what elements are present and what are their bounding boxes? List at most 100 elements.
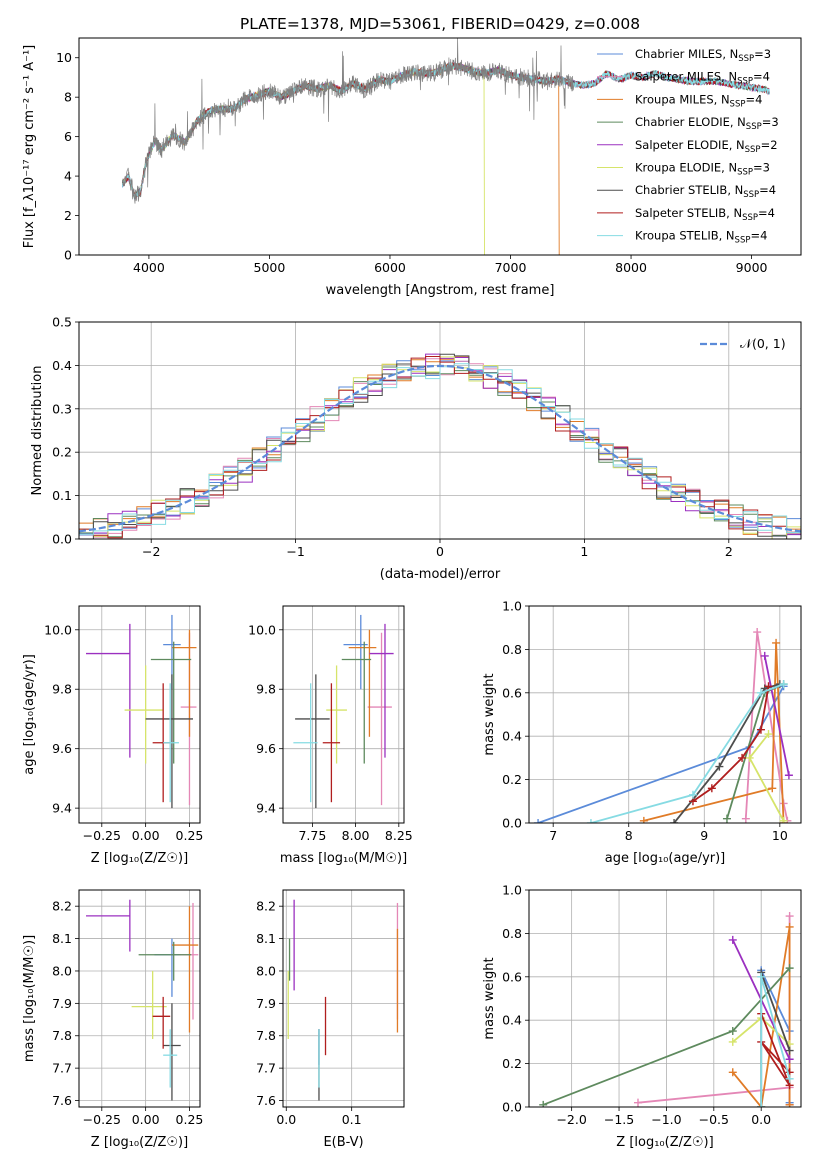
residuals-xtick-label-1: −1 [286,544,304,559]
weight_vs_age-marker-salpeter-stelib-2 [738,753,747,762]
weight_vs_Z-xtick-label-3: −0.5 [699,1112,729,1127]
spectrum-ytick-label-0: 0 [64,248,72,263]
mass_vs_Z-xtick-label-0: −0.25 [83,1112,121,1127]
spectrum-model-kroupa-elodie [121,61,485,255]
residuals-xtick-label-0: −2 [142,544,160,559]
age_vs_mass-xtick-label-1: 8.00 [342,828,370,843]
weight_vs_age-marker-kroupa-elodie-1 [745,753,754,762]
residuals-xtick-label-3: 1 [580,544,588,559]
weight_vs_age-marker-kroupa-miles-2 [772,638,781,647]
age_vs_mass-ytick-label-3: 10.0 [248,622,276,637]
legend-entry-chabrier-miles: Chabrier MILES, NSSP=3 [635,47,771,64]
mass_vs_Z-xtick-label-2: 0.25 [176,1112,204,1127]
mass_vs_Z-ylabel: mass [log₁₀(M/M☉)] [22,935,37,1062]
weight_vs_age-line-salpeter-miles [744,631,789,821]
residuals-legend: 𝒩(0, 1) [700,336,786,351]
mass_vs_Z-ytick-label-3: 7.9 [52,996,72,1011]
age_vs_Z-ytick-label-3: 10.0 [44,622,72,637]
spectrum-data [122,38,575,204]
mass_vs_ebv-ytick-label-2: 7.8 [256,1028,276,1043]
weight_vs_age-ytick-label-3: 0.6 [502,685,522,700]
residuals-xtick-label-4: 2 [725,544,733,559]
weight_vs_Z-marker-kroupa-stelib-1 [757,972,766,981]
weight_vs_Z-xlabel: Z [log₁₀(Z/Z☉)] [616,1135,713,1150]
weight_vs_Z-ytick-label-5: 1.0 [502,883,522,898]
spectrum-model-chabrier-miles [121,63,770,201]
weight_vs_Z-frame [528,889,802,1108]
weight_vs_Z-marker-kroupa-stelib-0 [757,1103,766,1107]
weight_vs_age-marker-salpeter-stelib-3 [756,725,765,734]
weight_vs_Z-marker-kroupa-elodie-0 [728,1037,737,1046]
mass_vs_Z-ytick-label-1: 7.7 [52,1061,72,1076]
legend-entry-kroupa-miles: Kroupa MILES, NSSP=4 [635,92,762,109]
weight_vs_Z-xtick-label-1: −1.5 [604,1112,634,1127]
age_vs_Z-xtick-label-1: 0.00 [132,828,160,843]
mass_vs_Z-panel: −0.25 0.00 0.25 7.6 7.7 7.8 7.9 8.0 8.1 8.2 Z [log… [22,889,204,1150]
weight_vs_age-panel: 7 8 9 10 0.0 0.2 0.4 0.6 0.8 1.0 age [log₁₀(age/yr… [482,599,802,866]
residuals-xtick-label-2: 0 [436,544,444,559]
mass_vs_ebv-xlabel: E(B-V) [323,1135,363,1150]
mass_vs_ebv-ytick-label-5: 8.1 [256,931,276,946]
age_vs_Z-ytick-label-2: 9.8 [52,682,72,697]
residuals-xlabel: (data-model)/error [380,567,501,582]
mass_vs_ebv-ytick-label-1: 7.7 [256,1061,276,1076]
spectrum-ytick-label-1: 2 [64,208,72,223]
panels: 4000 5000 6000 7000 8000 90000246810wavelengt… [22,37,802,1150]
weight_vs_Z-marker-chabrier-elodie-0 [539,1100,548,1107]
spectrum-model-kroupa-stelib [121,62,770,199]
weight_vs_age-plot-area [534,628,793,823]
weight_vs_age-xtick-label-0: 7 [549,828,557,843]
weight_vs_age-marker-kroupa-stelib-0 [586,819,595,823]
weight_vs_age-marker-salpeter-stelib-1 [707,784,716,793]
weight_vs_age-ylabel: mass weight [482,673,497,755]
weight_vs_Z-marker-kroupa-miles-0 [728,1068,737,1077]
spectrum-xtick-label-4: 8000 [615,260,647,275]
spectrum-ylabel: Flux [f_λ10⁻¹⁷ erg cm⁻² s⁻¹ A⁻¹] [22,45,37,249]
mass_vs_Z-ytick-label-4: 8.0 [52,963,72,978]
weight_vs_Z-marker-salpeter-elodie-0 [728,935,737,944]
weight_vs_age-ytick-label-5: 1.0 [502,599,522,614]
spectrum-ytick-label-3: 6 [64,129,72,144]
weight_vs_age-xtick-label-1: 8 [625,828,633,843]
age_vs_Z-ylabel: age [log₁₀(age/yr)] [22,654,37,775]
spectrum-xtick-label-3: 7000 [495,260,527,275]
mass_vs_Z-xtick-label-1: 0.00 [132,1112,160,1127]
weight_vs_Z-xtick-label-2: −1.0 [651,1112,681,1127]
residuals-ytick-label-5: 0.5 [52,315,72,330]
residual-hist-kroupa-stelib [79,363,801,539]
age_vs_Z-frame [78,605,201,824]
legend-entry-chabrier-stelib: Chabrier STELIB, NSSP=4 [635,183,776,200]
mass_vs_ebv-plot-area [287,899,399,1101]
spectrum-xtick-label-1: 5000 [254,260,286,275]
mass_vs_Z-ytick-label-5: 8.1 [52,931,72,946]
weight_vs_age-marker-salpeter-miles-1 [753,628,762,637]
weight_vs_age-marker-kroupa-stelib-3 [779,680,788,689]
spectrum-xlabel: wavelength [Angstrom, rest frame] [326,283,555,298]
weight_vs_Z-marker-kroupa-miles-3 [785,1100,794,1107]
age_vs_Z-xlabel: Z [log₁₀(Z/Z☉)] [91,851,188,866]
age_vs_Z-ytick-label-0: 9.4 [52,801,72,816]
spectrum-frame [78,37,802,256]
age_vs_mass-ytick-label-1: 9.6 [256,741,276,756]
weight_vs_Z-xtick-label-0: −2.0 [556,1112,586,1127]
weight_vs_Z-panel: −2.0 −1.5 −1.0 −0.5 0.0 0.0 0.2 0.4 0.6 0.8 1.0 Z [… [482,883,802,1150]
spectrum-ytick-label-5: 10 [56,50,72,65]
residual-hist-chabrier-stelib [79,353,801,539]
spectrum-xtick-label-2: 6000 [374,260,406,275]
weight_vs_age-frame [528,605,802,824]
age_vs_mass-xlabel: mass [log₁₀(M/M☉)] [280,851,407,866]
weight_vs_age-marker-chabrier-stelib-0 [670,819,679,823]
weight_vs_Z-ytick-label-0: 0.0 [502,1100,522,1115]
weight_vs_age-ytick-label-2: 0.4 [502,729,522,744]
mass_vs_ebv-ytick-label-4: 8.0 [256,963,276,978]
gaussian-curve [79,364,801,533]
weight_vs_Z-xtick-label-4: 0.0 [751,1112,771,1127]
weight_vs_Z-marker-chabrier-elodie-2 [785,964,794,973]
weight_vs_age-marker-salpeter-elodie-1 [784,771,793,780]
residuals-ytick-label-0: 0.0 [52,532,72,547]
weight_vs_Z-line-salpeter-stelib [760,1013,791,1086]
weight_vs_age-marker-kroupa-elodie-0 [764,730,773,739]
mass_vs_ebv-ytick-label-0: 7.6 [256,1093,276,1108]
weight_vs_age-line-kroupa-elodie [748,733,785,822]
